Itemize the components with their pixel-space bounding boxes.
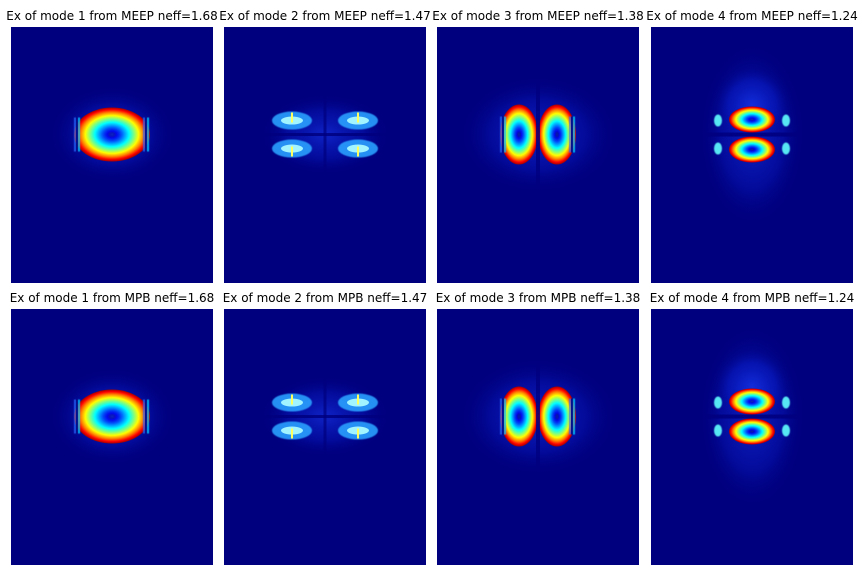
waveguide-edge-bright bbox=[573, 398, 575, 435]
corner-hotspot bbox=[782, 114, 790, 127]
corner-hotspot bbox=[291, 112, 293, 123]
field-lobe bbox=[538, 104, 576, 165]
waveguide-edge-dark bbox=[145, 117, 147, 152]
field-lobe bbox=[500, 386, 538, 447]
panel-title: Ex of mode 1 from MEEP neff=1.68 bbox=[6, 9, 218, 23]
corner-hotspot bbox=[291, 146, 293, 157]
field-lobe bbox=[500, 104, 538, 165]
panel-title: Ex of mode 2 from MPB neff=1.47 bbox=[222, 291, 428, 305]
waveguide-edge-bright bbox=[143, 399, 145, 434]
corner-hotspot bbox=[357, 112, 359, 123]
field-lobe bbox=[74, 107, 150, 162]
waveguide-edge-bright bbox=[573, 116, 575, 153]
waveguide-edge-dark bbox=[76, 399, 78, 434]
field-lobe bbox=[729, 418, 775, 445]
corner-hotspot bbox=[714, 142, 722, 155]
panel-title: Ex of mode 3 from MEEP neff=1.38 bbox=[432, 9, 644, 23]
nodal-line bbox=[536, 74, 540, 225]
corner-hotspot bbox=[357, 146, 359, 157]
waveguide-edge-bright bbox=[500, 398, 502, 435]
waveguide-edge-dark bbox=[76, 117, 78, 152]
corner-hotspot bbox=[714, 424, 722, 437]
corner-hotspot bbox=[357, 428, 359, 439]
field-lobe bbox=[538, 386, 576, 447]
field-heatmap bbox=[11, 309, 213, 565]
waveguide-edge-bright bbox=[78, 399, 80, 434]
field-heatmap-svg bbox=[437, 27, 639, 283]
field-heatmap-svg bbox=[11, 309, 213, 565]
field-heatmap bbox=[437, 27, 639, 283]
panel-title: Ex of mode 4 from MPB neff=1.24 bbox=[649, 291, 855, 305]
field-heatmap-svg bbox=[437, 309, 639, 565]
panel-title: Ex of mode 2 from MEEP neff=1.47 bbox=[219, 9, 431, 23]
waveguide-edge-bright bbox=[569, 116, 571, 153]
field-heatmap-svg bbox=[224, 309, 426, 565]
corner-hotspot bbox=[291, 428, 293, 439]
corner-hotspot bbox=[782, 396, 790, 409]
waveguide-edge-bright bbox=[504, 398, 506, 435]
nodal-line bbox=[536, 356, 540, 507]
field-lobe bbox=[729, 106, 775, 133]
corner-hotspot bbox=[782, 142, 790, 155]
waveguide-edge-bright bbox=[74, 117, 76, 152]
field-heatmap-svg bbox=[651, 27, 853, 283]
corner-hotspot bbox=[714, 396, 722, 409]
waveguide-edge-dark bbox=[571, 116, 573, 153]
corner-hotspot bbox=[714, 114, 722, 127]
nodal-line bbox=[323, 94, 327, 175]
waveguide-edge-bright bbox=[147, 117, 149, 152]
field-heatmap bbox=[437, 309, 639, 565]
field-lobe bbox=[74, 389, 150, 444]
waveguide-edge-bright bbox=[500, 116, 502, 153]
waveguide-edge-bright bbox=[143, 117, 145, 152]
nodal-line bbox=[682, 414, 822, 419]
waveguide-edge-dark bbox=[571, 398, 573, 435]
field-heatmap-svg bbox=[11, 27, 213, 283]
corner-hotspot bbox=[782, 424, 790, 437]
field-lobe bbox=[729, 136, 775, 163]
waveguide-edge-bright bbox=[78, 117, 80, 152]
field-heatmap-svg bbox=[651, 309, 853, 565]
panel-title: Ex of mode 3 from MPB neff=1.38 bbox=[435, 291, 641, 305]
field-heatmap bbox=[11, 27, 213, 283]
panel-title: Ex of mode 1 from MPB neff=1.68 bbox=[9, 291, 215, 305]
field-heatmap bbox=[224, 27, 426, 283]
field-heatmap bbox=[224, 309, 426, 565]
waveguide-edge-bright bbox=[147, 399, 149, 434]
field-lobe bbox=[729, 388, 775, 415]
waveguide-edge-bright bbox=[74, 399, 76, 434]
waveguide-edge-bright bbox=[504, 116, 506, 153]
corner-hotspot bbox=[291, 394, 293, 405]
field-heatmap bbox=[651, 309, 853, 565]
panel-title: Ex of mode 4 from MEEP neff=1.24 bbox=[646, 9, 858, 23]
waveguide-edge-dark bbox=[502, 398, 504, 435]
field-heatmap bbox=[651, 27, 853, 283]
waveguide-edge-dark bbox=[145, 399, 147, 434]
waveguide-edge-dark bbox=[502, 116, 504, 153]
corner-hotspot bbox=[357, 394, 359, 405]
nodal-line bbox=[323, 376, 327, 457]
nodal-line bbox=[682, 132, 822, 137]
field-heatmap-svg bbox=[224, 27, 426, 283]
waveguide-edge-bright bbox=[569, 398, 571, 435]
